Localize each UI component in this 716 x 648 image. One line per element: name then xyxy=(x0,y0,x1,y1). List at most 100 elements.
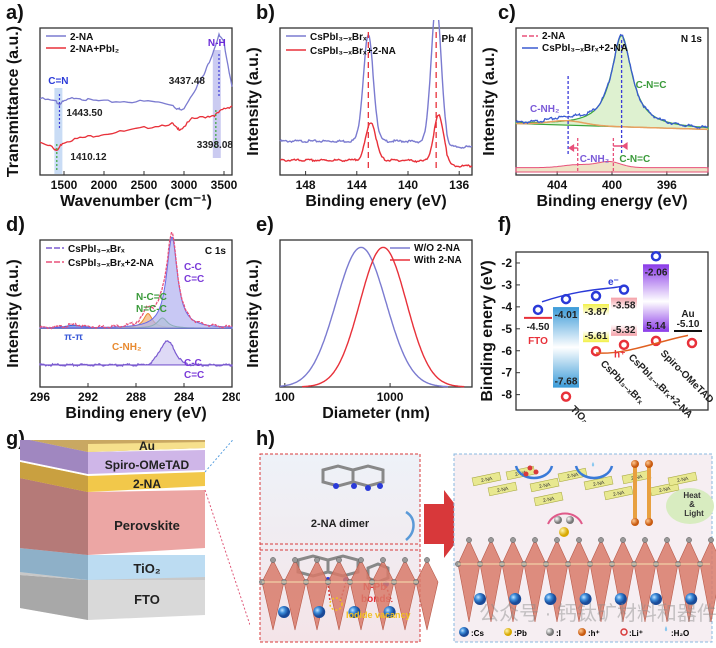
legend-label-2na: CsPbI₃₋ₓBrₓ+2-NA xyxy=(310,46,396,57)
panel-label-h: h) xyxy=(256,428,275,450)
heat-label: Heat xyxy=(683,491,701,500)
iodide-atom xyxy=(488,537,494,543)
vb-value: -5.61 xyxy=(585,331,608,342)
series-line-2na xyxy=(39,32,233,111)
label-ncc: N-C=C xyxy=(136,292,167,303)
vb-value: -5.32 xyxy=(613,325,636,336)
iodide-atom xyxy=(664,537,670,543)
series-line-2na xyxy=(515,161,709,173)
x-tick-label: 400 xyxy=(602,178,622,192)
iodide-atom xyxy=(402,557,408,563)
annotation-3437: 3437.48 xyxy=(169,76,206,87)
iodide-atom xyxy=(336,557,342,563)
x-axis-label: Binding energy (eV) xyxy=(536,193,687,210)
y-tick-label: -4 xyxy=(501,300,512,314)
iodide-atom xyxy=(554,537,560,543)
li-block-arrow-icon xyxy=(514,465,554,480)
octahedron xyxy=(415,559,439,631)
shift-arrowhead xyxy=(621,142,628,150)
hole-icon xyxy=(650,335,662,347)
layer-label-perovskite: Perovskite xyxy=(114,518,180,533)
na-tag-label: 2-NA xyxy=(593,480,606,488)
x-tick-label: 1000 xyxy=(377,390,404,404)
hole-icon xyxy=(578,628,586,636)
cs-atom xyxy=(614,593,627,605)
legend-label-treated: CsPbI₃₋ₓBrₓ+2-NA xyxy=(68,258,154,269)
na-tag xyxy=(603,485,634,501)
chart-title: Pb 4f xyxy=(442,34,467,45)
x-tick-label: 136 xyxy=(449,178,469,192)
cs-atom xyxy=(348,606,361,618)
level-value: -5.10 xyxy=(677,319,700,330)
layer-tio2: TiO₂ xyxy=(20,548,205,580)
legend-label-without: W/O 2-NA xyxy=(414,243,460,254)
panel-label-a: a) xyxy=(6,2,24,24)
iodide-atom xyxy=(576,537,582,543)
panel-label-c: c) xyxy=(498,2,516,24)
hole-icon xyxy=(590,345,602,357)
cs-atom xyxy=(650,593,662,605)
chart-title: C 1s xyxy=(205,246,227,257)
iodide-atom xyxy=(380,557,386,563)
iodide-atom xyxy=(642,537,648,543)
y-tick-label: -7 xyxy=(501,366,512,380)
annotation-1410: 1410.12 xyxy=(70,152,107,163)
cs-atom xyxy=(544,593,557,605)
x-tick-label: 2000 xyxy=(91,178,118,192)
perovskite-lattice-left xyxy=(259,557,439,631)
series-line-0 xyxy=(279,20,473,149)
x-tick-label: 2500 xyxy=(131,178,158,192)
level-name: Au xyxy=(681,309,694,320)
cn-highlight xyxy=(54,88,63,174)
iodide-atom xyxy=(532,537,538,543)
x-tick-label: 292 xyxy=(78,390,98,404)
x-axis-label: Binding enery (eV) xyxy=(65,405,206,422)
layer-label-spiro: Spiro-OMeTAD xyxy=(105,458,190,472)
vb-value: -7.68 xyxy=(555,377,578,388)
iodide-atom xyxy=(466,537,472,543)
pb-icon xyxy=(504,628,512,636)
vacancy-label: Iodide vacancy xyxy=(346,610,411,620)
label-cnh2: C-NH₂ xyxy=(530,104,559,115)
na-tag xyxy=(533,491,564,507)
legend-label-treated: CsPbI₃₋ₓBrₓ+2-NA xyxy=(542,43,628,54)
label-c-eq-c-pristine: C=C xyxy=(184,370,204,381)
series-line-pristine xyxy=(39,340,233,368)
iodide-atom xyxy=(598,537,604,543)
x-axis-label: Binding enery (eV) xyxy=(305,193,446,210)
cs-atom xyxy=(278,606,290,618)
fit-peak-cnh2 xyxy=(516,119,708,131)
na-tag-label: 2-NA xyxy=(613,490,626,498)
y-tick-label: -8 xyxy=(501,388,512,402)
na-tag-label: 2-NA xyxy=(677,476,690,484)
x-tick-label: 396 xyxy=(657,178,677,192)
zoom-guide-line xyxy=(204,440,234,473)
water-block-arrow-icon xyxy=(574,465,614,480)
hole-icon xyxy=(686,337,698,349)
na-tag xyxy=(529,477,560,493)
iodide-atom xyxy=(424,557,430,563)
x-tick-label: 1500 xyxy=(51,178,78,192)
legend-label-pristine: CsPbI₃₋ₓBrₓ xyxy=(68,244,125,255)
vacancy-marker xyxy=(329,597,343,611)
band-2 xyxy=(583,304,609,343)
label-ncc-2: N=C-C xyxy=(136,304,167,315)
iodide-atom xyxy=(270,557,276,563)
legend-label-with: With 2-NA xyxy=(414,255,462,266)
octahedron xyxy=(699,539,716,623)
device-stack: FTO TiO₂ Perovskite 2-NA Spiro-OMeTAD Au xyxy=(20,440,250,626)
electron-transfer-arrow xyxy=(541,284,625,303)
na-tag xyxy=(667,471,698,487)
chart-e-dls: Intensity (a.u.) Diameter (nm) 100 1000 W/O … xyxy=(245,239,473,422)
level-name: FTO xyxy=(528,336,548,347)
cb-value: -3.87 xyxy=(585,307,608,318)
label-cc: C-C xyxy=(184,262,202,273)
hole-icon xyxy=(618,339,630,351)
legend-li: :Li⁺ xyxy=(629,629,643,638)
annotation-3398: 3398.08 xyxy=(197,140,234,151)
series-line-1 xyxy=(279,114,473,169)
band-3 xyxy=(611,297,637,336)
cs-atom xyxy=(313,606,326,618)
na-tag-label: 2-NA xyxy=(567,472,580,480)
legend-h: :h⁺ xyxy=(588,629,600,638)
